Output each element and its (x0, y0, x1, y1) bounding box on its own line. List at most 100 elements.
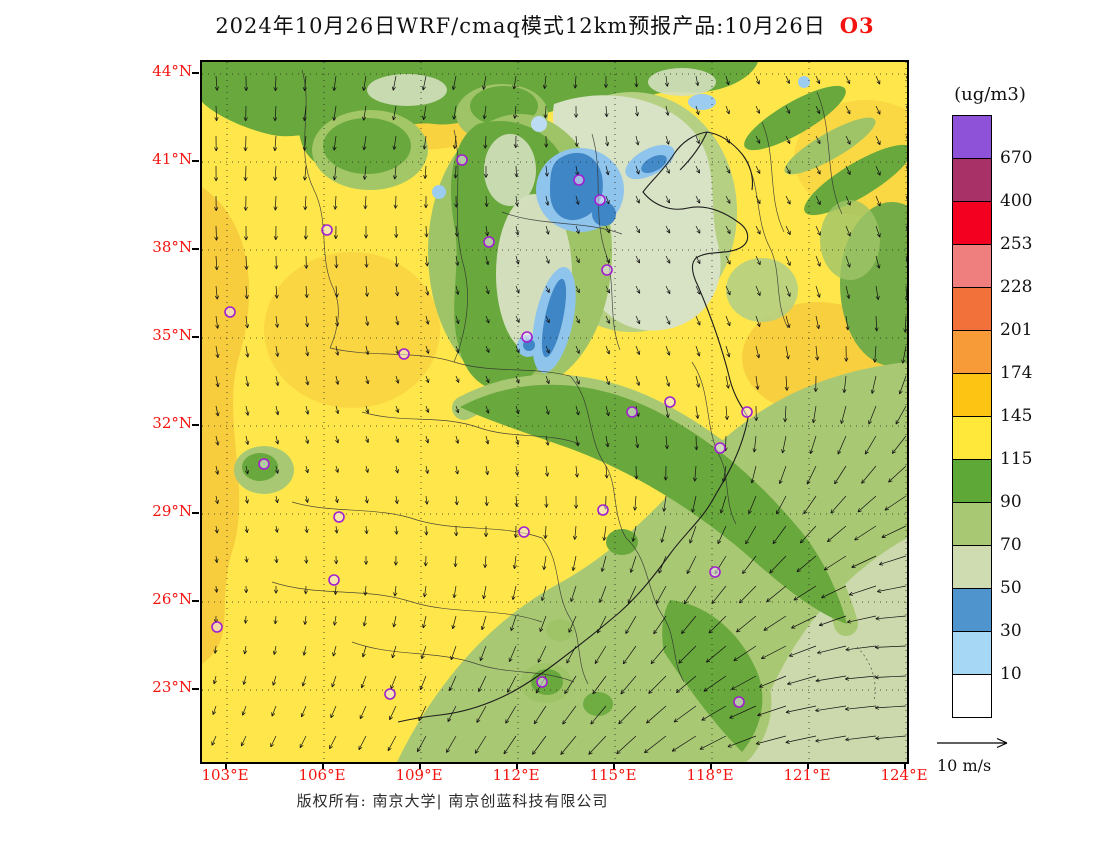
lon-tick-label: 115°E (589, 766, 637, 784)
legend-value-label: 145 (1000, 406, 1033, 426)
station-circle-marker (211, 621, 223, 633)
region-sage-patch (484, 134, 536, 206)
station-circle-marker (518, 526, 530, 538)
station-circle-marker (594, 194, 606, 206)
lat-tick-mark (192, 160, 199, 162)
station-circle-marker (333, 511, 345, 523)
lat-tick-label: 38°N (152, 238, 192, 256)
legend-color-box (952, 373, 992, 417)
lon-tick-mark (904, 762, 906, 769)
legend-value-label: 201 (1000, 320, 1033, 340)
station-circle-marker (664, 396, 676, 408)
lon-tick-label: 106°E (298, 766, 346, 784)
region-lightgreen-stripe (784, 117, 876, 175)
region-green-patch (323, 118, 411, 174)
legend-color-box (952, 545, 992, 589)
wind-scale: 10 m/s (933, 735, 1043, 775)
lat-tick-label: 32°N (152, 414, 192, 432)
page-title: 2024年10月26日WRF/cmaq模式12km预报产品:10月26日 O3 (40, 10, 1050, 40)
station-markers (211, 154, 753, 708)
region-blue-spot (592, 202, 616, 226)
station-circle-marker (709, 566, 721, 578)
station-circle-marker (398, 348, 410, 360)
lat-tick-label: 29°N (152, 502, 192, 520)
region-sage-patch (648, 68, 716, 96)
region-green-spot (606, 529, 638, 555)
lat-tick-label: 26°N (152, 590, 192, 608)
region-green-stripe (804, 144, 907, 216)
legend-color-box (952, 201, 992, 245)
region-skyblue-spot (798, 76, 810, 88)
legend-color-box (952, 459, 992, 503)
lon-tick-label: 109°E (395, 766, 443, 784)
lon-tick-mark (225, 762, 227, 769)
legend-value-label: 70 (1000, 535, 1022, 555)
lon-tick-mark (516, 762, 518, 769)
legend-value-label: 10 (1000, 664, 1022, 684)
station-circle-marker (601, 264, 613, 276)
station-circle-marker (456, 154, 468, 166)
lon-tick-label: 121°E (783, 766, 831, 784)
station-circle-marker (521, 331, 533, 343)
station-circle-marker (384, 688, 396, 700)
lat-tick-mark (192, 688, 199, 690)
lon-tick-label: 112°E (492, 766, 540, 784)
lon-tick-mark (322, 762, 324, 769)
lat-tick-mark (192, 424, 199, 426)
wind-vector-arrows (211, 75, 907, 755)
concentration-fill-regions (202, 62, 907, 762)
lon-tick-label: 124°E (880, 766, 928, 784)
legend-value-label: 174 (1000, 363, 1033, 383)
legend-value-label: 115 (1000, 449, 1033, 469)
region-lightgreen-shandong (726, 258, 798, 322)
map-area (200, 60, 909, 764)
lon-tick-mark (419, 762, 421, 769)
legend-unit-label: (ug/m3) (954, 84, 1026, 105)
station-circle-marker (258, 458, 270, 470)
legend-value-label: 228 (1000, 277, 1033, 297)
lat-tick-label: 35°N (152, 326, 192, 344)
station-circle-marker (321, 224, 333, 236)
station-circle-marker (328, 574, 340, 586)
legend-value-label: 400 (1000, 191, 1033, 211)
legend-color-box (952, 416, 992, 460)
station-circle-marker (626, 406, 638, 418)
title-species-o3: O3 (839, 13, 875, 38)
region-sage-sea (747, 538, 907, 762)
legend-color-box (952, 502, 992, 546)
region-skyblue-spot (432, 185, 446, 199)
station-circle-marker (224, 306, 236, 318)
region-skyblue-spot (688, 94, 716, 110)
lon-tick-mark (613, 762, 615, 769)
wind-scale-arrow-icon (937, 737, 1008, 749)
region-gold-west (202, 187, 250, 664)
station-circle-marker (573, 174, 585, 186)
lat-tick-mark (192, 248, 199, 250)
legend-value-label: 670 (1000, 148, 1033, 168)
title-text: 2024年10月26日WRF/cmaq模式12km预报产品:10月26日 (215, 14, 826, 38)
lat-tick-mark (192, 336, 199, 338)
region-sage-patch (367, 74, 447, 106)
legend-value-label: 253 (1000, 234, 1033, 254)
lat-tick-label: 41°N (152, 150, 192, 168)
wind-scale-label: 10 m/s (937, 756, 992, 775)
map-canvas (202, 62, 907, 762)
station-circle-marker (483, 236, 495, 248)
legend-color-box (952, 330, 992, 374)
lon-tick-mark (807, 762, 809, 769)
region-green-spot (583, 692, 613, 716)
region-gold-midwest (264, 252, 440, 408)
lon-tick-label: 103°E (201, 766, 249, 784)
copyright-footer: 版权所有: 南京大学| 南京创蓝科技有限公司 (296, 792, 609, 810)
legend-color-box (952, 631, 992, 675)
province-boundaries (271, 69, 876, 703)
station-circle-marker (597, 504, 609, 516)
legend-value-label: 30 (1000, 621, 1022, 641)
color-legend: 670 400 253 228 201 174 145 115 90 70 50 30 10 (952, 115, 1072, 718)
legend-value-label: 50 (1000, 578, 1022, 598)
legend-color-box (952, 674, 992, 718)
legend-color-box (952, 588, 992, 632)
region-green-coast (662, 600, 763, 752)
region-blue-shanxi (541, 278, 567, 358)
